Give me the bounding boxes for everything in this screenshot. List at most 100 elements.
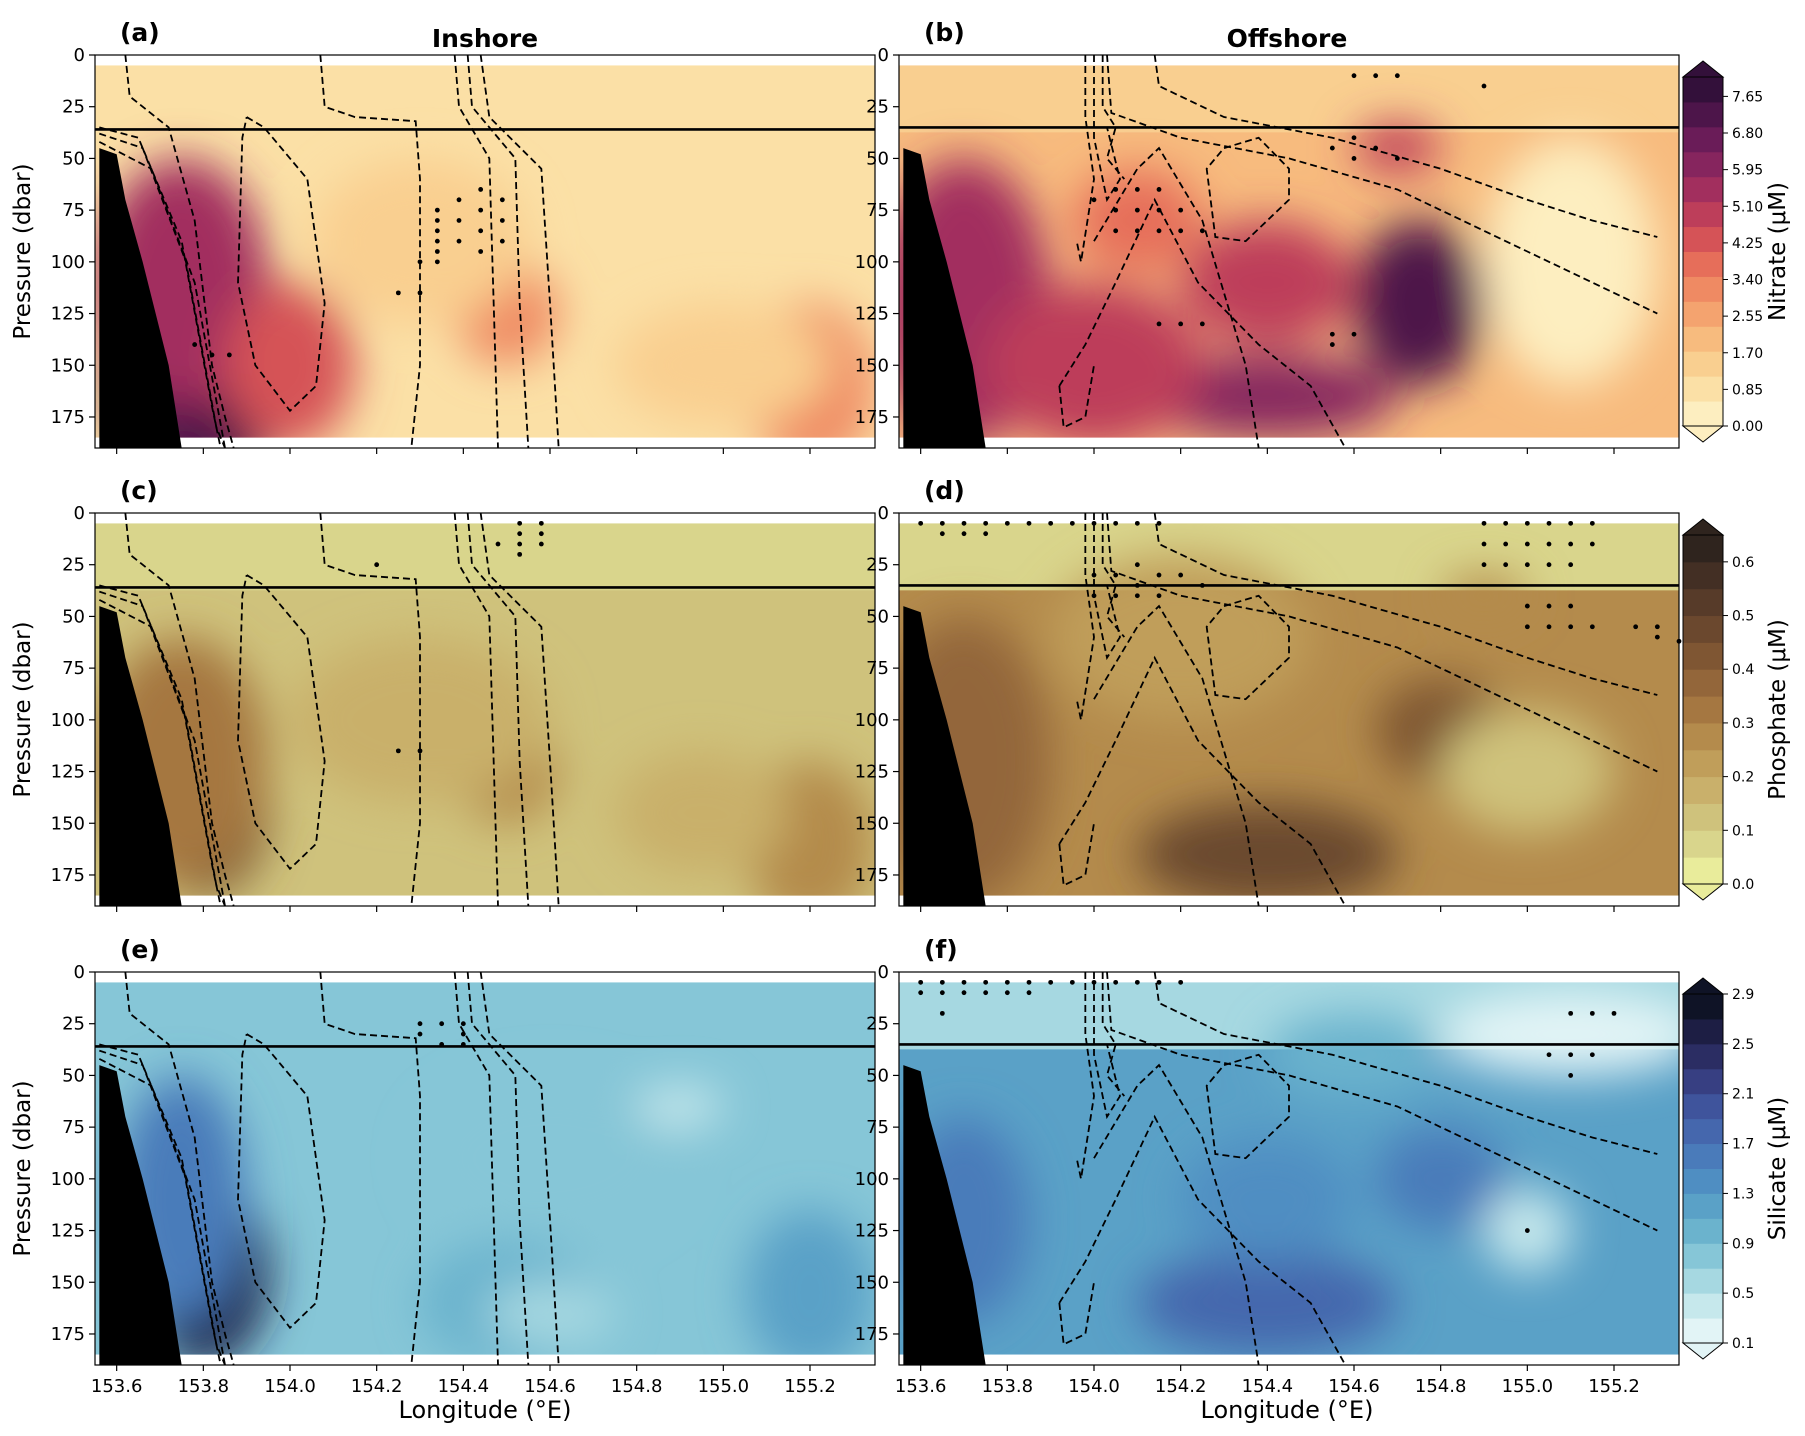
dashed-contour	[1058, 655, 1347, 906]
field-blob	[1484, 137, 1658, 386]
axes-frame	[94, 971, 876, 1366]
dashed-contour	[98, 1058, 226, 1365]
field-blob	[1267, 1013, 1441, 1097]
significance-dot	[226, 352, 232, 358]
x-tick-label: 154.4	[438, 1376, 490, 1397]
significance-dot	[1329, 342, 1335, 347]
colorbar-tick-label: 0.4	[1732, 662, 1754, 678]
colorbar-max-extend	[1681, 977, 1725, 995]
y-tick-label: 100	[51, 710, 85, 731]
colorbar-min-extend	[1681, 883, 1725, 901]
significance-dot	[417, 290, 423, 296]
significance-dot	[1199, 321, 1205, 327]
colorbar-level	[1683, 1068, 1723, 1095]
dashed-contour	[1106, 513, 1658, 773]
dashed-contour	[1153, 55, 1658, 238]
y-tick-label: 0	[74, 45, 85, 66]
significance-dot	[918, 979, 924, 985]
significance-dot	[1481, 541, 1487, 547]
colorbar-level	[1683, 1243, 1723, 1269]
significance-dot	[1091, 520, 1097, 526]
y-tick-label: 25	[62, 1014, 85, 1035]
significance-dot	[1568, 1073, 1574, 1078]
y-tick-label: 75	[866, 1117, 889, 1138]
dashed-contour	[237, 1033, 326, 1330]
significance-dot	[374, 562, 380, 568]
significance-dot	[1004, 990, 1010, 996]
field-blob	[1180, 1137, 1355, 1262]
y-tick-label: 50	[62, 606, 85, 627]
significance-dot	[456, 218, 462, 223]
field-blob	[420, 1075, 680, 1241]
x-tick-label: 153.8	[982, 1376, 1034, 1397]
x-tick-label: 154.8	[611, 1376, 663, 1397]
inshore-title: Inshore	[432, 24, 538, 53]
significance-dot	[1026, 990, 1032, 996]
dashed-contour	[453, 513, 499, 906]
significance-dot	[1633, 624, 1639, 630]
bathymetry-mask	[903, 1065, 986, 1365]
colorbar-level	[1683, 1293, 1723, 1319]
significance-dot	[395, 748, 401, 754]
dashed-contour	[453, 972, 499, 1365]
dashed-contour	[1106, 55, 1658, 315]
field-blob	[1072, 168, 1203, 273]
dashed-contour	[1058, 365, 1095, 429]
dashed-contour	[453, 55, 499, 448]
dashed-contour	[99, 584, 222, 906]
significance-dot	[939, 520, 945, 526]
x-tick-label: 154.6	[524, 1376, 576, 1397]
significance-dot	[1394, 73, 1400, 79]
significance-dot	[478, 228, 484, 234]
colorbar-level	[1683, 1268, 1723, 1294]
contour-field	[95, 982, 875, 1355]
y-tick-label: 50	[62, 1065, 85, 1086]
significance-dot	[1503, 520, 1509, 526]
dashed-contour	[1106, 972, 1658, 1232]
field-blob	[636, 1085, 724, 1128]
colorbar-tick-label: 0.3	[1732, 716, 1754, 732]
colorbar-level	[1683, 126, 1723, 153]
y-tick-label: 100	[51, 1169, 85, 1190]
offshore-title: Offshore	[1227, 24, 1348, 53]
contour-field	[899, 982, 1679, 1355]
colorbar-tick-label: 0.85	[1732, 382, 1763, 398]
y-tick-label: 175	[51, 1324, 85, 1345]
significance-dot	[1654, 634, 1660, 640]
significance-dot	[1048, 520, 1054, 526]
significance-dot	[1568, 1010, 1574, 1016]
colorbar-level	[1683, 251, 1723, 277]
significance-dot	[1069, 520, 1075, 526]
colorbar-min-extend	[1681, 1342, 1725, 1360]
significance-dot	[1113, 187, 1119, 192]
significance-dot	[939, 531, 945, 537]
significance-dot	[1113, 520, 1119, 526]
significance-dot	[983, 520, 989, 526]
field-blob	[1354, 220, 1484, 386]
y-tick-label: 175	[855, 407, 889, 428]
bathymetry-mask	[99, 148, 182, 448]
significance-dot	[1351, 135, 1357, 141]
significance-dot	[395, 290, 401, 296]
significance-dot	[1351, 73, 1357, 79]
dashed-contour	[99, 1043, 222, 1365]
panel-letter: (c)	[120, 476, 158, 505]
colorbar-level	[1683, 351, 1723, 377]
significance-dot	[1134, 207, 1140, 213]
significance-dot	[1113, 593, 1119, 599]
x-tick-label: 153.6	[895, 1376, 947, 1397]
y-tick-label: 25	[866, 1014, 889, 1035]
colorbar-level	[1683, 1168, 1723, 1194]
dashed-contour	[1101, 55, 1126, 180]
dashed-contour	[1093, 55, 1121, 203]
significance-dot	[1134, 593, 1140, 599]
colorbar-level	[1683, 722, 1723, 751]
panel-f: 153.6 153.8 154.0 154.2 154.4 154.6 154.8 155.0…	[855, 935, 1680, 1397]
dashed-contour	[466, 55, 530, 448]
colorbar-max-extend	[1681, 518, 1725, 536]
significance-dot	[192, 342, 198, 347]
y-tick-label: 0	[74, 962, 85, 983]
significance-dot	[1329, 331, 1335, 337]
significance-dot	[1589, 541, 1595, 547]
dashed-contour	[1205, 1053, 1290, 1160]
